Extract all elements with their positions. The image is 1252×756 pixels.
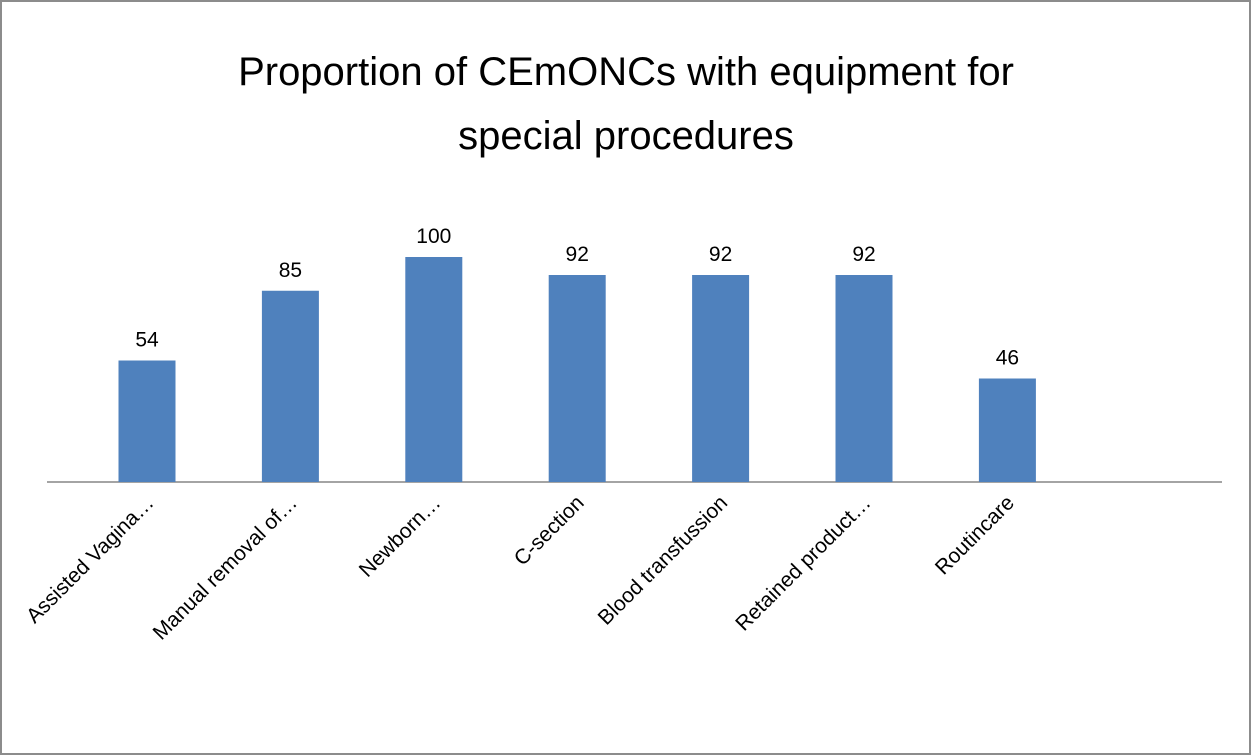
chart-title: Proportion of CEmONCs with equipment for… — [238, 50, 1014, 158]
bar — [978, 378, 1036, 482]
x-tick-label: Blood transfussion — [594, 491, 732, 629]
bar — [835, 275, 893, 482]
data-label: 85 — [279, 259, 302, 282]
x-tick-label: Routincare — [931, 491, 1019, 579]
x-tick-label: Retained product… — [731, 491, 875, 635]
bar — [548, 275, 606, 482]
bar — [118, 360, 176, 482]
data-label: 54 — [135, 329, 159, 352]
x-tick-label: C-section — [510, 491, 589, 570]
data-label: 46 — [996, 347, 1019, 370]
x-tick-label: Assisted Vagina… — [22, 491, 158, 627]
data-label: 92 — [709, 243, 732, 266]
bar — [692, 275, 750, 482]
x-tick-label: Newborn… — [355, 491, 446, 582]
bar — [261, 290, 319, 482]
data-label: 92 — [566, 243, 589, 266]
x-tick-label: Manual removal of… — [149, 491, 302, 644]
data-label: 92 — [852, 243, 875, 266]
bar — [405, 257, 463, 482]
data-label: 100 — [416, 225, 451, 248]
